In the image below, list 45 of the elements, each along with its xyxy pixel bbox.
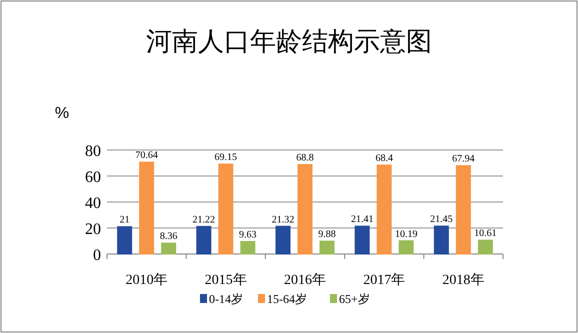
y-tick-label: 80 <box>85 143 101 160</box>
y-axis-title: % <box>54 105 70 122</box>
data-label: 68.8 <box>296 152 314 164</box>
y-tick-label: 0 <box>93 247 101 264</box>
bar <box>161 242 176 254</box>
data-label: 21 <box>120 214 130 226</box>
bar <box>298 164 312 254</box>
data-label: 21.45 <box>430 214 453 226</box>
bar <box>117 226 132 254</box>
data-label: 9.63 <box>239 229 257 240</box>
data-label: 8.36 <box>160 231 178 242</box>
bar <box>240 240 256 254</box>
bar <box>434 226 449 254</box>
data-label: 9.88 <box>318 229 336 240</box>
bar <box>456 165 471 254</box>
bar <box>478 240 493 254</box>
data-label: 21.32 <box>272 214 294 226</box>
chart-title: 河南人口年龄结构示意图 <box>146 27 432 56</box>
x-tick-label: 2017年 <box>363 272 406 288</box>
data-label: 67.94 <box>452 154 475 165</box>
data-label: 21.41 <box>350 214 374 226</box>
data-label: 68.4 <box>375 153 393 164</box>
bar <box>354 226 370 254</box>
data-label: 70.64 <box>135 150 158 162</box>
legend-label: 15-64岁 <box>267 292 307 306</box>
data-label: 10.19 <box>394 228 418 240</box>
bar <box>276 226 290 254</box>
x-tick-label: 2015年 <box>204 272 247 288</box>
data-label: 21.22 <box>192 214 216 226</box>
bar <box>218 164 234 254</box>
data-label: 10.61 <box>474 228 497 240</box>
x-tick-label: 2016年 <box>284 272 326 288</box>
data-label: 69.15 <box>214 152 238 164</box>
y-tick-label: 20 <box>85 221 101 238</box>
bar <box>139 162 154 254</box>
bar <box>320 240 334 254</box>
legend-label: 65+岁 <box>339 292 370 306</box>
bar <box>376 164 392 254</box>
y-tick-label: 40 <box>85 195 101 212</box>
bar <box>196 226 212 254</box>
y-tick-label: 60 <box>85 169 101 186</box>
legend-label: 0-14岁 <box>209 292 243 306</box>
x-tick-label: 2018年 <box>442 272 484 288</box>
bar <box>398 240 414 254</box>
x-tick-label: 2010年 <box>126 272 168 288</box>
